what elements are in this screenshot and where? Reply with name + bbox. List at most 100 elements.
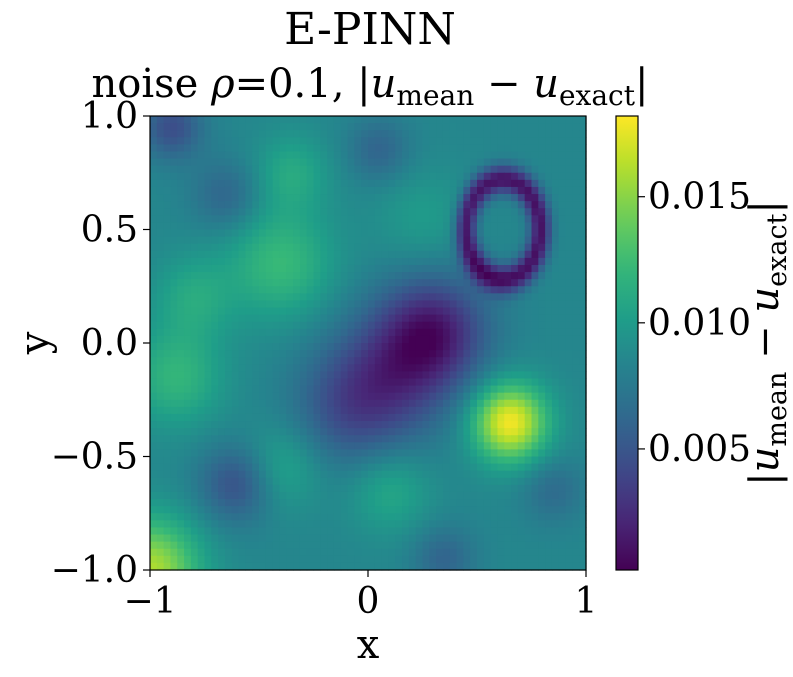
heatmap-cell [483,165,492,174]
heatmap-cell [238,250,246,259]
heatmap-cell [299,165,308,174]
heatmap-cell [293,449,301,458]
heatmap-cell [470,343,478,351]
heatmap-cell [286,172,294,181]
heatmap-cell [477,392,485,401]
heatmap-cell [156,463,165,472]
heatmap-cell [395,499,403,507]
heatmap-cell [422,222,430,231]
heatmap-cell [368,328,376,337]
heatmap-cell [259,371,267,380]
heatmap-cell [211,541,219,550]
heatmap-cell [388,527,396,536]
heatmap-cell [238,208,246,216]
heatmap-cell [490,335,499,344]
subtitle-bar: | [634,61,649,107]
heatmap-cell [177,371,185,380]
heatmap-cell [388,442,396,450]
heatmap-cell [436,491,444,500]
heatmap-cell [511,555,519,564]
heatmap-cell [565,335,573,344]
heatmap-cell [265,208,274,216]
heatmap-cell [415,194,424,202]
heatmap-cell [231,314,240,323]
heatmap-cell [156,144,165,153]
heatmap-cell [293,236,301,245]
heatmap-cell [408,208,417,216]
heatmap-cell [368,293,376,302]
heatmap-cell [572,123,580,131]
heatmap-cell [190,321,199,330]
heatmap-cell [218,264,226,273]
heatmap-cell [545,293,553,302]
heatmap-cell [163,364,172,372]
heatmap-cell [361,201,369,209]
heatmap-cell [190,555,199,564]
heatmap-cell [150,413,158,422]
heatmap-cell [299,215,308,223]
heatmap-cell [429,158,437,167]
heatmap-cell [470,491,478,500]
heatmap-cell [374,456,383,465]
heatmap-cell [170,456,178,465]
heatmap-cell [545,477,553,486]
heatmap-cell [381,392,390,401]
heatmap-cell [422,137,430,145]
heatmap-cell [272,555,281,564]
heatmap-cell [259,257,267,266]
heatmap-cell [286,300,294,309]
heatmap-cell [551,470,560,479]
heatmap-cell [231,470,240,479]
heatmap-cell [340,406,349,415]
heatmap-cell [565,279,573,287]
heatmap-cell [299,314,308,323]
heatmap-cell [163,158,172,167]
heatmap-cell [306,513,315,521]
heatmap-cell [299,307,308,316]
heatmap-cell [197,392,206,401]
heatmap-cell [184,392,192,401]
heatmap-cell [415,151,424,160]
heatmap-cell [436,321,444,330]
heatmap-cell [190,406,199,415]
heatmap-cell [449,123,458,131]
heatmap-cell [422,406,430,415]
heatmap-cell [483,562,492,571]
heatmap-cell [190,172,199,181]
heatmap-cell [463,520,471,529]
heatmap-cell [402,506,410,514]
heatmap-cell [354,179,362,188]
heatmap-cell [259,442,267,450]
heatmap-cell [272,335,281,344]
heatmap-cell [279,272,287,280]
heatmap-cell [204,357,212,365]
heatmap-cell [197,307,206,316]
heatmap-cell [218,562,226,571]
heatmap-cell [442,392,451,401]
heatmap-cell [490,350,499,358]
heatmap-cell [497,116,505,124]
heatmap-cell [279,300,287,309]
heatmap-cell [436,470,444,479]
heatmap-cell [456,321,464,330]
heatmap-cell [231,151,240,160]
heatmap-cell [320,520,328,529]
heatmap-cell [524,506,533,514]
heatmap-cell [204,506,212,514]
heatmap-cell [156,272,165,280]
heatmap-cell [299,208,308,216]
heatmap-cell [279,520,287,529]
heatmap-cell [313,350,321,358]
heatmap-cell [361,357,369,365]
colorbar [615,115,639,571]
heatmap-cell [531,520,539,529]
heatmap-cell [483,491,492,500]
heatmap-cell [299,520,308,529]
heatmap-cell [211,364,219,372]
heatmap-cell [551,215,560,223]
heatmap-cell [177,116,185,124]
heatmap-cell [422,555,430,564]
heatmap-cell [293,194,301,202]
heatmap-cell [374,222,383,231]
heatmap-cell [347,435,355,443]
